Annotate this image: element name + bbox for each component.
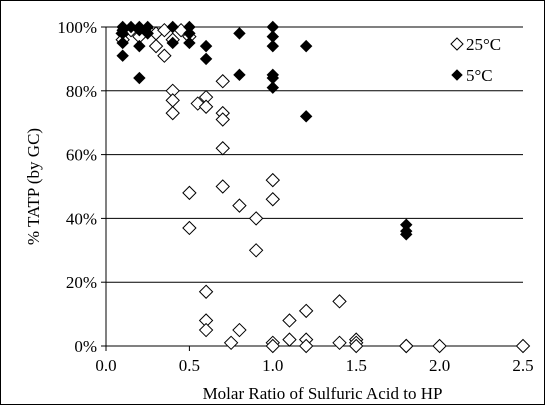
data-point-25c xyxy=(265,338,281,354)
data-point-25c xyxy=(399,338,414,354)
data-point-5c xyxy=(183,36,196,50)
x-tick-label: 1.5 xyxy=(346,356,367,375)
data-point-5c xyxy=(299,110,313,123)
data-point-5c xyxy=(199,52,213,66)
data-point-5c xyxy=(233,27,246,40)
legend-label-5c: 5°C xyxy=(466,66,493,85)
data-point-5c xyxy=(133,39,146,53)
data-point-25c xyxy=(282,332,297,347)
data-point-25c xyxy=(198,322,214,338)
x-tick-label: 0.5 xyxy=(179,356,200,375)
data-point-25c xyxy=(165,105,180,121)
data-point-25c xyxy=(165,93,180,108)
data-point-25c xyxy=(348,338,364,354)
data-point-5c xyxy=(116,49,129,62)
data-point-25c xyxy=(157,48,172,63)
data-point-25c xyxy=(298,338,314,354)
data-point-5c xyxy=(133,71,146,85)
data-point-5c xyxy=(299,39,313,53)
legend-marker-25c xyxy=(450,37,464,51)
data-point-25c xyxy=(215,112,230,127)
y-tick-label: 100% xyxy=(57,18,97,37)
data-point-25c xyxy=(432,338,447,354)
data-point-5c xyxy=(166,36,179,50)
data-point-25c xyxy=(182,185,197,201)
y-tick-label: 80% xyxy=(66,82,97,101)
data-point-25c xyxy=(215,179,230,194)
y-tick-label: 60% xyxy=(66,146,97,165)
data-point-25c xyxy=(223,335,239,351)
data-point-25c xyxy=(232,198,247,213)
y-axis-label: % TATP (by GC) xyxy=(24,128,43,245)
data-point-5c xyxy=(266,39,280,53)
data-point-25c xyxy=(148,38,164,54)
data-point-25c xyxy=(515,338,531,354)
data-point-5c xyxy=(141,27,154,40)
y-tick-label: 0% xyxy=(74,337,97,356)
data-point-25c xyxy=(265,192,281,207)
x-tick-label: 2.0 xyxy=(429,356,450,375)
legend-label-25c: 25°C xyxy=(466,35,501,54)
data-point-25c xyxy=(198,284,214,299)
data-point-25c xyxy=(282,313,297,328)
x-tick-label: 2.5 xyxy=(512,356,533,375)
x-axis-label: Molar Ratio of Sulfuric Acid to HP xyxy=(203,384,443,403)
data-point-25c xyxy=(198,99,214,114)
data-point-25c xyxy=(232,322,247,338)
data-point-25c xyxy=(332,294,347,309)
data-point-5c xyxy=(233,68,246,82)
data-point-5c xyxy=(166,20,179,34)
data-point-5c xyxy=(266,81,280,94)
data-point-25c xyxy=(332,335,347,351)
data-point-5c xyxy=(400,228,413,241)
legend-marker-5c xyxy=(451,69,463,81)
data-point-5c xyxy=(199,39,213,53)
data-point-5c xyxy=(116,36,129,50)
y-tick-label: 40% xyxy=(66,209,97,228)
x-tick-label: 1.0 xyxy=(262,356,283,375)
data-point-25c xyxy=(215,74,230,89)
data-point-25c xyxy=(248,243,264,258)
y-tick-label: 20% xyxy=(66,273,97,292)
x-tick-label: 0.0 xyxy=(95,356,116,375)
data-point-25c xyxy=(215,141,230,156)
data-point-25c xyxy=(265,172,281,188)
data-point-25c xyxy=(298,303,314,319)
data-point-25c xyxy=(182,220,197,236)
data-point-25c xyxy=(248,211,264,226)
